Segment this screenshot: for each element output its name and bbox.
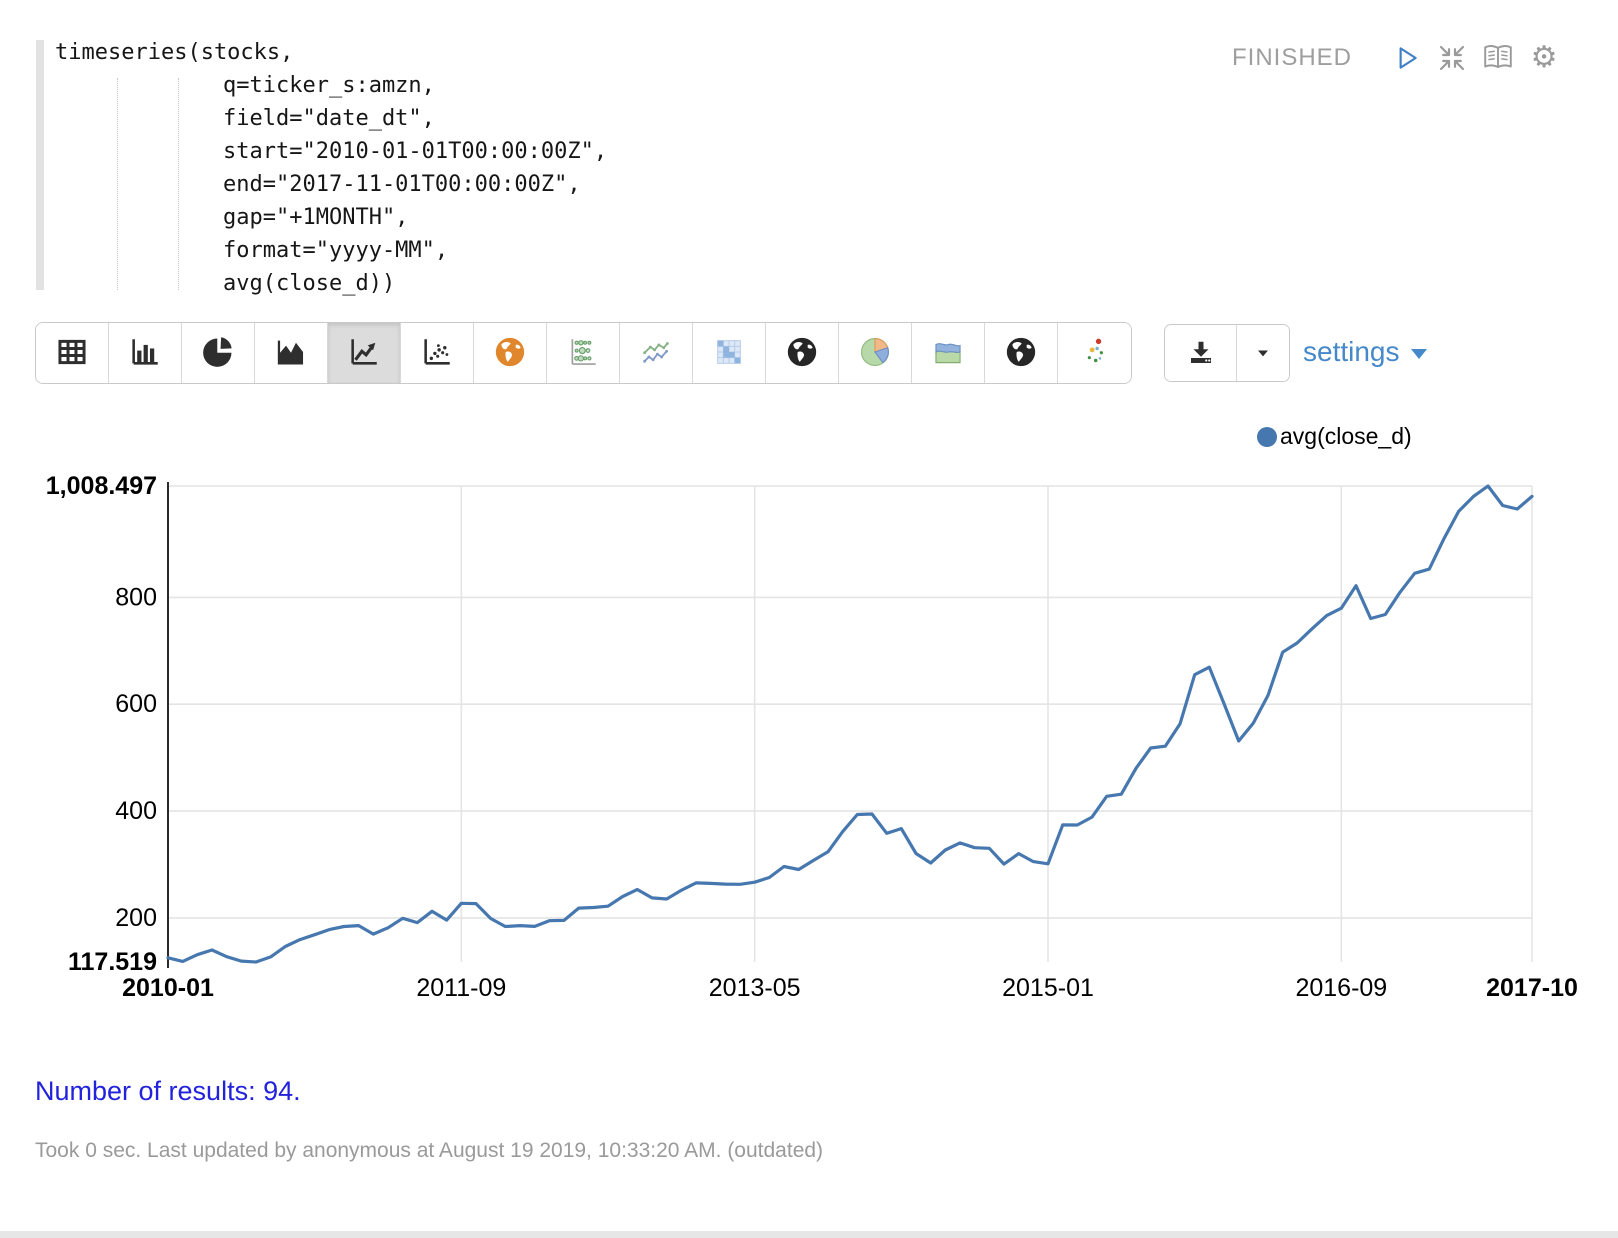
table-icon — [55, 335, 89, 372]
x-tick-label: 2011-09 — [416, 974, 506, 1002]
indent-guide — [178, 78, 179, 290]
code-line: start="2010-01-01T00:00:00Z", — [223, 139, 608, 164]
y-tick-label: 400 — [115, 797, 157, 825]
paragraph-gutter — [36, 40, 44, 290]
results-count-text: Number of results: 94. — [35, 1076, 301, 1106]
globe-orange-icon — [493, 335, 527, 372]
paragraph-divider — [0, 1231, 1618, 1238]
viz-button-bubble-matrix[interactable] — [547, 323, 620, 383]
viz-button-bar-chart[interactable] — [109, 323, 182, 383]
paragraph-status-row: FINISHED ⚙ — [1232, 42, 1560, 74]
code-editor[interactable]: timeseries(stocks, q=ticker_s:amzn, field=… — [55, 36, 607, 300]
viz-button-stacked-area[interactable] — [912, 323, 985, 383]
gear-icon[interactable]: ⚙ — [1530, 41, 1558, 74]
globe-dark-icon — [1004, 335, 1038, 372]
viz-button-table[interactable] — [36, 323, 109, 383]
code-line: q=ticker_s:amzn, — [223, 73, 435, 98]
area-chart-icon — [274, 335, 308, 372]
scatter-icon — [420, 335, 454, 372]
stacked-area-icon — [931, 335, 965, 372]
viz-button-colored-scatter[interactable] — [1058, 323, 1131, 383]
x-tick-label: 2016-09 — [1295, 974, 1387, 1002]
bar-chart-icon — [128, 335, 162, 372]
viz-button-line-chart[interactable] — [328, 323, 401, 383]
book-icon[interactable] — [1482, 42, 1514, 74]
viz-button-map-orange[interactable] — [474, 323, 547, 383]
code-line: end="2017-11-01T00:00:00Z", — [223, 172, 581, 197]
bubble-matrix-icon — [566, 335, 600, 372]
pie-chart-icon — [201, 335, 235, 372]
code-line: format="yyyy-MM", — [223, 238, 449, 263]
y-tick-label: 117.519 — [68, 948, 157, 976]
viz-button-heatmap[interactable] — [693, 323, 766, 383]
download-options-caret[interactable] — [1237, 325, 1289, 381]
colored-scatter-icon — [1078, 335, 1112, 372]
line-chart-icon — [347, 335, 381, 372]
indent-guide — [117, 78, 118, 290]
y-tick-label: 200 — [115, 904, 157, 932]
viz-button-pie-colored[interactable] — [839, 323, 912, 383]
x-tick-label: 2010-01 — [122, 974, 214, 1002]
heatmap-icon — [712, 335, 746, 372]
y-tick-label: 800 — [115, 583, 157, 611]
series-line-avg-close[interactable] — [166, 484, 1534, 964]
paragraph-footer-text: Took 0 sec. Last updated by anonymous at… — [35, 1139, 824, 1162]
globe-dark-icon — [785, 335, 819, 372]
pie-colored-icon — [858, 335, 892, 372]
viz-button-globe-map-2[interactable] — [985, 323, 1058, 383]
code-line: timeseries(stocks, — [55, 40, 294, 65]
chart-legend[interactable]: avg(close_d) — [1257, 423, 1412, 450]
caret-down-icon — [1410, 349, 1427, 359]
viz-toolbar — [35, 322, 1132, 384]
legend-series-label: avg(close_d) — [1280, 423, 1412, 449]
viz-button-pie-chart[interactable] — [182, 323, 255, 383]
shrink-icon[interactable] — [1436, 42, 1468, 74]
viz-button-area-chart[interactable] — [255, 323, 328, 383]
x-tick-label: 2017-10 — [1486, 974, 1578, 1002]
code-line: avg(close_d)) — [223, 271, 396, 296]
download-button[interactable] — [1165, 325, 1237, 381]
download-button-group — [1164, 324, 1290, 382]
play-icon[interactable] — [1390, 42, 1422, 74]
multi-line-icon — [639, 335, 673, 372]
viz-button-globe-map[interactable] — [766, 323, 839, 383]
x-tick-label: 2015-01 — [1002, 974, 1094, 1002]
settings-link[interactable]: settings — [1303, 336, 1428, 368]
viz-button-multi-line-chart[interactable] — [620, 323, 693, 383]
viz-button-scatter-plot[interactable] — [401, 323, 474, 383]
code-line: gap="+1MONTH", — [223, 205, 409, 230]
y-tick-label: 1,008.497 — [46, 472, 157, 500]
status-badge: FINISHED — [1232, 44, 1353, 71]
settings-label: settings — [1303, 336, 1400, 367]
y-tick-label: 600 — [115, 690, 157, 718]
x-tick-label: 2013-05 — [709, 974, 801, 1002]
legend-series-dot — [1257, 426, 1277, 447]
code-line: field="date_dt", — [223, 106, 435, 131]
